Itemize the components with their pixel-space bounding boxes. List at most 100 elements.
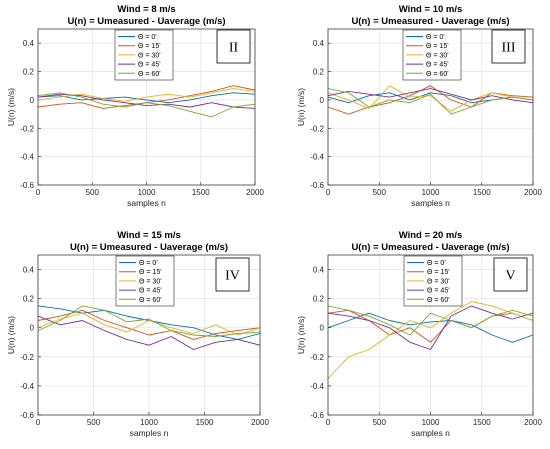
panel-label-frame — [216, 29, 251, 64]
legend: Θ = 0' Θ = 15' Θ = 30' Θ = 45' Θ = 60' — [115, 255, 175, 307]
chart-subtitle: U(n) = Umeasured - Uaverage (m/s) — [70, 242, 228, 253]
series-line-4 — [37, 315, 261, 350]
legend: Θ = 0' Θ = 15' Θ = 30' Θ = 45' Θ = 60' — [403, 255, 463, 307]
series-line-3 — [327, 301, 534, 379]
legend: Θ = 0' Θ = 15' Θ = 30' Θ = 45' Θ = 60' — [114, 29, 174, 81]
chart-title: Wind = 10 m/s — [399, 4, 463, 15]
axes-frame — [37, 254, 261, 416]
y-tick-label: -0.2 — [310, 124, 324, 133]
series-line-2 — [327, 85, 534, 115]
y-tick-label: 0 — [30, 96, 35, 105]
y-tick-label: -0.4 — [20, 153, 34, 162]
x-tick-label: 1000 — [422, 418, 440, 427]
y-tick-label: 0 — [320, 324, 325, 333]
legend-label-3: Θ = 30' — [427, 278, 450, 285]
legend-label-2: Θ = 15' — [426, 43, 449, 50]
x-tick-label: 0 — [36, 418, 41, 427]
y-tick-label: -0.6 — [310, 181, 324, 190]
x-tick-label: 2000 — [524, 188, 542, 197]
series-line-1 — [37, 92, 256, 104]
panel-label-box: II — [216, 29, 251, 64]
panel-label-frame — [491, 29, 526, 64]
x-tick-label: 1000 — [140, 418, 158, 427]
chart-panel-3: Wind = 15 m/sU(n) = Umeasured - Uaverage… — [6, 230, 269, 438]
chart-panel-1: Wind = 8 m/sU(n) = Umeasured - Uaverage … — [6, 4, 264, 208]
legend-label-1: Θ = 0' — [138, 34, 157, 41]
legend-label-5: Θ = 60' — [426, 71, 449, 78]
x-axis-label: samples n — [127, 198, 166, 208]
chart-subtitle: U(n) = Umeasured - Uaverage (m/s) — [351, 242, 509, 253]
x-tick-label: 0 — [36, 188, 41, 197]
y-tick-label: -0.6 — [20, 181, 34, 190]
y-tick-label: 0.2 — [313, 295, 325, 304]
y-axis-label: U(n) (m/s) — [6, 88, 16, 126]
x-tick-label: 500 — [373, 418, 387, 427]
legend-label-2: Θ = 15' — [139, 269, 162, 276]
series-line-3 — [37, 312, 261, 336]
panel-label: V — [505, 269, 515, 284]
panel-label-box: IV — [215, 257, 250, 292]
y-tick-label: 0.4 — [23, 39, 35, 48]
x-tick-label: 1000 — [422, 188, 440, 197]
y-tick-label: 0.2 — [23, 68, 35, 77]
axes-frame — [327, 254, 534, 416]
legend-label-3: Θ = 30' — [426, 52, 449, 59]
panel-label-frame — [215, 257, 250, 292]
series-line-5 — [37, 92, 256, 118]
panel-label-box: III — [491, 29, 526, 64]
x-tick-label: 1000 — [138, 188, 156, 197]
axes-frame — [327, 28, 534, 186]
legend-label-3: Θ = 30' — [138, 52, 161, 59]
legend-label-1: Θ = 0' — [139, 260, 158, 267]
panel-label: II — [229, 41, 239, 56]
panel-label: IV — [225, 269, 240, 284]
series-line-5 — [37, 305, 261, 337]
x-tick-label: 2000 — [524, 418, 542, 427]
legend-label-1: Θ = 0' — [426, 34, 445, 41]
legend-label-4: Θ = 45' — [426, 62, 449, 69]
y-axis-label: U(n) (m/s) — [6, 316, 16, 354]
panel-label-box: V — [493, 257, 528, 292]
chart-panel-4: Wind = 20 m/sU(n) = Umeasured - Uaverage… — [296, 230, 542, 438]
x-tick-label: 1500 — [192, 188, 210, 197]
x-tick-label: 1500 — [473, 188, 491, 197]
chart-subtitle: U(n) = Umeasured - Uaverage (m/s) — [351, 16, 509, 27]
series-line-5 — [327, 305, 534, 336]
x-tick-label: 2000 — [251, 418, 269, 427]
series-line-2 — [37, 309, 261, 340]
x-tick-label: 0 — [326, 188, 331, 197]
legend-label-2: Θ = 15' — [138, 43, 161, 50]
axes-frame — [37, 28, 256, 186]
legend-label-3: Θ = 30' — [139, 278, 162, 285]
y-tick-label: 0.4 — [313, 266, 325, 275]
legend-label-5: Θ = 60' — [139, 297, 162, 304]
legend-label-5: Θ = 60' — [138, 71, 161, 78]
y-tick-label: -0.2 — [310, 353, 324, 362]
x-tick-label: 500 — [86, 188, 100, 197]
chart-title: Wind = 20 m/s — [399, 230, 463, 241]
y-tick-label: 0.2 — [313, 68, 325, 77]
panel-label-frame — [493, 257, 528, 292]
y-tick-label: 0 — [320, 96, 325, 105]
y-tick-label: -0.4 — [310, 382, 324, 391]
x-axis-label: samples n — [130, 428, 169, 438]
series-line-1 — [327, 312, 534, 343]
legend: Θ = 0' Θ = 15' Θ = 30' Θ = 45' Θ = 60' — [402, 29, 462, 81]
panel-label: III — [502, 41, 516, 56]
chart-subtitle: U(n) = Umeasured - Uaverage (m/s) — [67, 16, 225, 27]
y-tick-label: -0.6 — [20, 411, 34, 420]
x-tick-label: 0 — [326, 418, 331, 427]
legend-label-4: Θ = 45' — [138, 62, 161, 69]
y-tick-label: -0.6 — [310, 411, 324, 420]
y-tick-label: -0.4 — [310, 153, 324, 162]
y-tick-label: 0.4 — [313, 39, 325, 48]
legend-label-4: Θ = 45' — [427, 288, 450, 295]
y-tick-label: -0.2 — [20, 124, 34, 133]
x-tick-label: 1500 — [473, 418, 491, 427]
chart-panel-2: Wind = 10 m/sU(n) = Umeasured - Uaverage… — [296, 4, 542, 208]
x-tick-label: 2000 — [246, 188, 264, 197]
legend-label-1: Θ = 0' — [427, 260, 446, 267]
x-tick-label: 1500 — [196, 418, 214, 427]
x-tick-label: 500 — [87, 418, 101, 427]
